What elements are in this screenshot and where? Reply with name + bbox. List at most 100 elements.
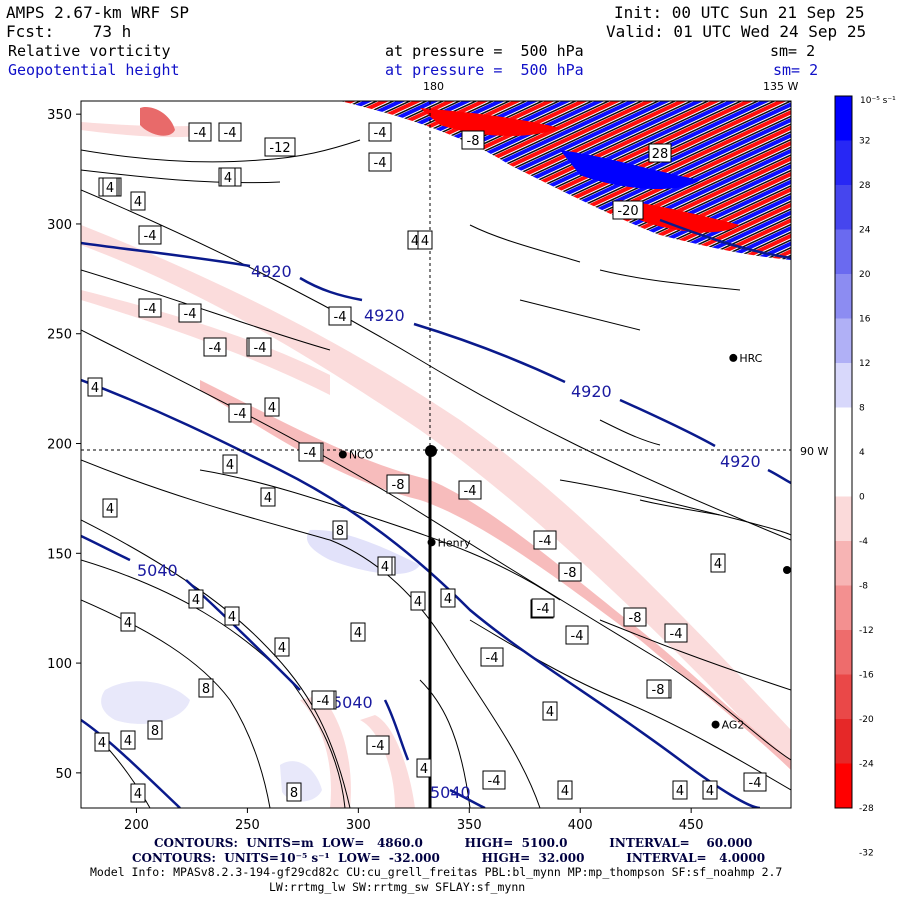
vorticity-label-box xyxy=(368,122,392,142)
vorticity-label: -4 xyxy=(184,307,197,322)
station-marker xyxy=(427,538,436,547)
y-tick-label: 250 xyxy=(47,328,72,343)
vorticity-label-box xyxy=(120,730,136,750)
vorticity-label-box xyxy=(138,225,162,245)
x-tick-label: 200 xyxy=(124,818,149,833)
vorticity-label: -4 xyxy=(317,694,330,709)
valid-time: Valid: 01 UTC Wed 24 Sep 25 xyxy=(606,22,867,41)
vorticity-label: -8 xyxy=(629,611,642,626)
vorticity-label: 4 xyxy=(224,171,232,186)
vorticity-label-box xyxy=(328,306,352,326)
x-tick-label: 350 xyxy=(457,818,482,833)
colorbar-tick-label: -12 xyxy=(859,626,874,636)
vorticity-label-box xyxy=(440,588,456,608)
vorticity-label-box xyxy=(480,647,504,667)
colorbar-swatch xyxy=(835,674,852,719)
vorticity-label: 4 xyxy=(134,787,142,802)
colorbar-swatch xyxy=(835,96,852,141)
vorticity-label-box xyxy=(482,770,506,790)
vorticity-label: 4 xyxy=(124,616,132,631)
height-label: 4920 xyxy=(251,262,292,281)
model-title: AMPS 2.67-km WRF SP xyxy=(6,3,190,22)
vorticity-label: 8 xyxy=(202,682,210,697)
colorbar-frame xyxy=(834,95,853,809)
vorticity-label: -4 xyxy=(488,774,501,789)
height-label: 5040 xyxy=(137,561,178,580)
vorticity-label-box xyxy=(664,623,688,643)
station-marker xyxy=(338,450,347,459)
colorbar-tick-label: 16 xyxy=(859,315,871,325)
vorticity-label: -20 xyxy=(617,204,638,219)
vorticity-label: 4 xyxy=(546,705,554,720)
vorticity-label: 4 xyxy=(714,557,722,572)
vorticity-label: -4 xyxy=(374,156,387,171)
x-tick-label: 300 xyxy=(346,818,371,833)
vorticity-label: 4 xyxy=(134,195,142,210)
colorbar-swatch xyxy=(835,140,852,185)
colorbar-swatch xyxy=(835,719,852,764)
colorbar-tick-label: 28 xyxy=(859,181,871,191)
model-info: Model Info: MPASv8.2.3-194-gf29cd82c CU:… xyxy=(90,865,783,879)
vorticity-label-box xyxy=(623,607,647,627)
vorticity-label: -4 xyxy=(334,310,347,325)
vorticity-label-box xyxy=(531,598,555,618)
y-tick-label: 300 xyxy=(47,218,72,233)
field1-smooth: sm= 2 xyxy=(770,42,816,60)
field2-name: Geopotential height xyxy=(8,61,180,79)
vorticity-label: -4 xyxy=(209,341,222,356)
vorticity-label-box xyxy=(260,487,276,507)
vorticity-label: -8 xyxy=(652,683,665,698)
vorticity-label: 4 xyxy=(106,502,114,517)
colorbar-swatch xyxy=(835,318,852,363)
vorticity-label: 4 xyxy=(278,641,286,656)
height-label: 4920 xyxy=(720,452,761,471)
station-marker xyxy=(783,566,791,574)
vorticity-label-box xyxy=(130,783,146,803)
colorbar-tick-label: 4 xyxy=(859,448,865,458)
vorticity-label: 4 xyxy=(411,234,419,249)
vorticity-label-box xyxy=(220,167,236,187)
y-axis-ticks: 350 300 250 200 150 100 50 xyxy=(47,108,81,782)
vorticity-label: 4 xyxy=(381,560,389,575)
colorbar-tick-label: -4 xyxy=(859,537,868,547)
vorticity-label: -4 xyxy=(374,126,387,141)
colorbar-tick-label: -24 xyxy=(859,760,874,770)
vorticity-label-box xyxy=(417,230,433,250)
vorticity-label-box xyxy=(222,454,238,474)
colorbar-swatch xyxy=(835,585,852,630)
vorticity-label: 28 xyxy=(652,147,669,162)
height-label: 5040 xyxy=(332,693,373,712)
vorticity-label-box xyxy=(386,474,410,494)
colorbar-swatch xyxy=(835,407,852,452)
x-tick-label: 400 xyxy=(568,818,593,833)
colorbar-swatch xyxy=(835,541,852,586)
vorticity-label-box xyxy=(350,622,366,642)
height-contour-labels: 4920 4920 4920 4920 5040 5040 5040 xyxy=(137,262,761,802)
pole-marker xyxy=(425,445,437,457)
lon-135w-label: 135 W xyxy=(763,80,798,93)
vorticity-label: -4 xyxy=(372,739,385,754)
colorbar-swatch xyxy=(835,452,852,497)
vorticity-label: 4 xyxy=(106,181,114,196)
vorticity-label-box xyxy=(218,122,242,142)
vorticity-label: 4 xyxy=(124,734,132,749)
vorticity-label: -4 xyxy=(254,341,267,356)
colorbar-tick-label: -20 xyxy=(859,715,874,725)
vorticity-label-box xyxy=(648,143,672,163)
station-label: Henry xyxy=(438,536,472,549)
contour-info-height: CONTOURS: UNITS=m LOW= 4860.0 HIGH= 5100… xyxy=(154,836,753,850)
vorticity-label: 4 xyxy=(420,762,428,777)
x-axis-ticks: 200 250 300 350 400 450 xyxy=(124,808,704,833)
field1-level: at pressure = 500 hPa xyxy=(385,42,584,60)
vorticity-label-box xyxy=(410,591,426,611)
vorticity-label-box xyxy=(94,732,110,752)
vorticity-label-box xyxy=(102,498,118,518)
y-tick-label: 200 xyxy=(47,438,72,453)
station-marker xyxy=(729,353,738,362)
plot-frame xyxy=(80,100,792,809)
colorbar-unit: 10⁻⁵ s⁻¹ xyxy=(860,96,896,106)
colorbar-tick-label: 20 xyxy=(859,270,871,280)
height-label: 5040 xyxy=(430,783,471,802)
vorticity-label-box xyxy=(377,556,393,576)
